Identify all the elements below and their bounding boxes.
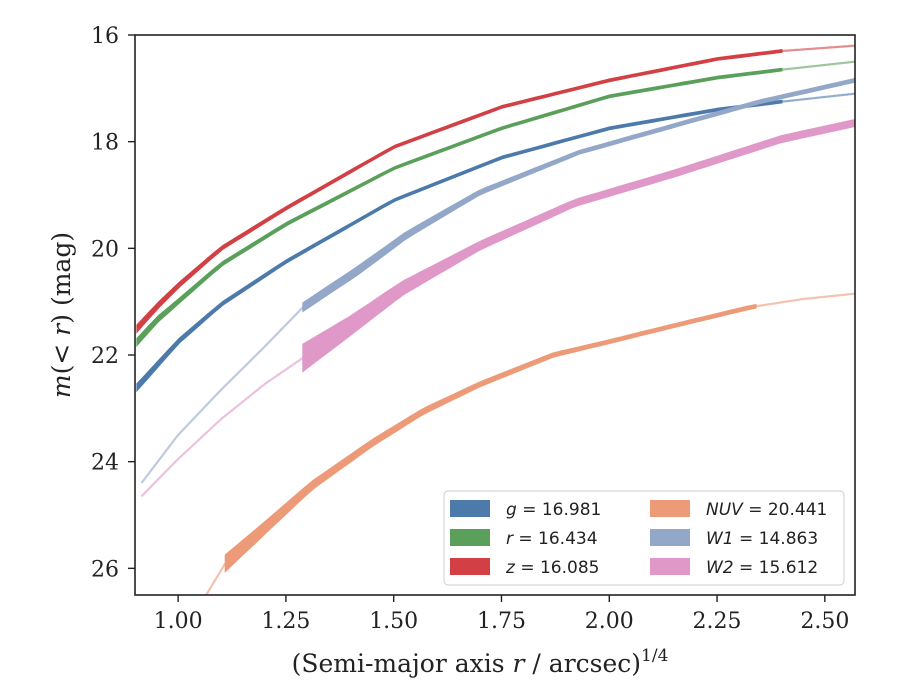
series-NUV-extrapolated-inner <box>204 562 227 595</box>
series-W2-extrapolated-inner <box>140 356 304 498</box>
series-W1-extrapolated-inner <box>140 306 304 484</box>
y-axis-title-var: m <box>47 374 76 398</box>
series-layer <box>136 44 855 595</box>
legend-swatch-W2 <box>650 558 690 575</box>
y-tick-label: 20 <box>91 237 119 262</box>
series-NUV-extrapolated-outer <box>755 292 855 308</box>
y-axis-title: m(< r) (mag) <box>47 232 76 398</box>
series-g-band <box>136 99 783 393</box>
legend-swatch-W1 <box>650 529 690 546</box>
series-W1 <box>140 77 855 484</box>
x-axis-title: (Semi-major axis r / arcsec)1/4 <box>292 646 669 678</box>
y-axis-title-rest: ) (mag) <box>47 232 76 324</box>
legend-box <box>443 490 845 586</box>
legend-entry-z: z = 16.085 <box>505 558 599 578</box>
series-z-band <box>136 48 783 334</box>
legend-entry-r: r = 16.434 <box>506 529 598 549</box>
legend-entry-W1: W1 = 14.863 <box>706 529 818 549</box>
legend-entry-NUV: NUV = 20.441 <box>706 500 827 520</box>
x-tick-label: 1.50 <box>369 609 418 634</box>
series-W1-band <box>302 77 855 313</box>
x-tick-label: 2.50 <box>800 609 849 634</box>
series-W2-band <box>302 118 855 373</box>
x-tick-label: 2.25 <box>693 609 742 634</box>
legend-swatch-z <box>450 558 490 575</box>
x-tick-label: 1.75 <box>477 609 526 634</box>
y-axis: 16 18 20 22 24 26 <box>91 24 135 582</box>
y-tick-label: 18 <box>91 131 119 156</box>
legend-entry-W2: W2 = 15.612 <box>706 558 818 578</box>
y-tick-label: 16 <box>91 24 119 49</box>
x-axis-title-sup: 1/4 <box>641 646 668 666</box>
legend-entry-g: g = 16.981 <box>506 500 601 520</box>
legend-swatch-r <box>450 529 490 546</box>
series-z-extrapolated-outer <box>781 44 855 53</box>
series-z <box>136 44 855 334</box>
legend-swatch-NUV <box>650 500 690 517</box>
y-axis-title-inner: < r <box>47 322 76 365</box>
series-g-extrapolated-outer <box>781 92 855 103</box>
legend: g = 16.981 r = 16.434 z = 16.085 NUV = 20.4… <box>443 490 845 586</box>
x-tick-label: 1.00 <box>154 609 203 634</box>
series-W2 <box>140 118 855 498</box>
x-axis-title-after: / arcsec) <box>524 649 641 678</box>
x-axis-title-main: (Semi-major axis <box>292 649 513 678</box>
x-tick-label: 2.00 <box>585 609 634 634</box>
series-r-extrapolated-outer <box>781 60 855 71</box>
y-tick-label: 24 <box>91 451 119 476</box>
y-tick-label: 26 <box>91 557 119 582</box>
y-axis-title-paren: ( <box>47 365 76 375</box>
x-axis-title-var: r <box>513 649 527 678</box>
x-tick-label: 1.25 <box>261 609 310 634</box>
legend-swatch-g <box>450 500 490 517</box>
series-NUV-band <box>224 303 757 573</box>
series-NUV <box>204 292 855 595</box>
plot-frame <box>134 34 856 596</box>
y-tick-label: 22 <box>91 344 119 369</box>
x-axis: 1.00 1.25 1.50 1.75 2.00 2.25 2.50 <box>154 595 849 634</box>
series-g <box>136 92 855 393</box>
series-r <box>136 60 855 348</box>
series-r-band <box>136 67 783 348</box>
